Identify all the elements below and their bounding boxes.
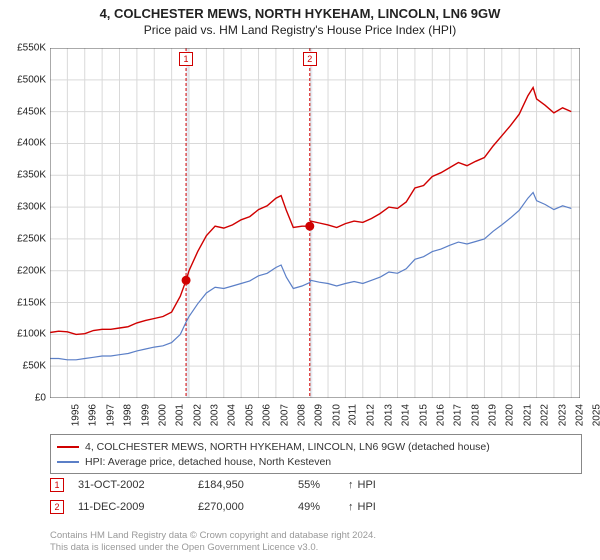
x-tick-label: 2010 <box>331 404 342 426</box>
y-tick-label: £0 <box>35 393 46 404</box>
x-tick-label: 1996 <box>88 404 99 426</box>
sale-marker-box: 2 <box>303 52 317 66</box>
x-tick-label: 1995 <box>70 404 81 426</box>
x-tick-label: 2025 <box>592 404 600 426</box>
x-tick-label: 2018 <box>470 404 481 426</box>
chart-svg <box>50 48 580 398</box>
sale-marker-icon: 2 <box>50 500 64 514</box>
sale-suffix: HPI <box>358 501 376 513</box>
x-tick-label: 2016 <box>435 404 446 426</box>
y-tick-label: £200K <box>17 265 46 276</box>
x-tick-label: 2021 <box>522 404 533 426</box>
sale-price: £270,000 <box>198 501 298 513</box>
x-tick-label: 2007 <box>279 404 290 426</box>
sale-date: 11-DEC-2009 <box>78 501 198 513</box>
x-tick-label: 2001 <box>175 404 186 426</box>
legend-item: HPI: Average price, detached house, Nort… <box>57 454 575 469</box>
chart-title: 4, COLCHESTER MEWS, NORTH HYKEHAM, LINCO… <box>0 0 600 21</box>
chart-plot-area: £0£50K£100K£150K£200K£250K£300K£350K£400… <box>50 48 580 398</box>
x-tick-label: 2020 <box>505 404 516 426</box>
x-tick-label: 2019 <box>487 404 498 426</box>
sale-row: 1 31-OCT-2002 £184,950 55% ↑ HPI <box>50 478 376 492</box>
y-tick-label: £500K <box>17 74 46 85</box>
y-tick-label: £350K <box>17 170 46 181</box>
x-tick-label: 2012 <box>366 404 377 426</box>
x-tick-label: 2006 <box>261 404 272 426</box>
y-tick-label: £450K <box>17 106 46 117</box>
sale-marker-icon: 1 <box>50 478 64 492</box>
y-tick-label: £400K <box>17 138 46 149</box>
legend-label: 4, COLCHESTER MEWS, NORTH HYKEHAM, LINCO… <box>85 441 490 453</box>
sale-price: £184,950 <box>198 479 298 491</box>
y-tick-label: £50K <box>23 361 46 372</box>
x-tick-label: 2004 <box>227 404 238 426</box>
x-tick-label: 2024 <box>574 404 585 426</box>
legend-swatch <box>57 461 79 463</box>
legend: 4, COLCHESTER MEWS, NORTH HYKEHAM, LINCO… <box>50 434 582 474</box>
x-tick-label: 2002 <box>192 404 203 426</box>
x-tick-label: 1998 <box>122 404 133 426</box>
x-tick-label: 1997 <box>105 404 116 426</box>
chart-container: 4, COLCHESTER MEWS, NORTH HYKEHAM, LINCO… <box>0 0 600 560</box>
x-tick-label: 2014 <box>400 404 411 426</box>
credits-line: This data is licensed under the Open Gov… <box>50 542 376 554</box>
sale-marker-box: 1 <box>179 52 193 66</box>
x-tick-label: 2013 <box>383 404 394 426</box>
sale-arrow: ↑ <box>348 479 354 491</box>
y-tick-label: £150K <box>17 297 46 308</box>
x-tick-label: 2015 <box>418 404 429 426</box>
sale-date: 31-OCT-2002 <box>78 479 198 491</box>
y-tick-label: £550K <box>17 43 46 54</box>
sale-pct: 55% <box>298 479 348 491</box>
y-tick-label: £300K <box>17 202 46 213</box>
x-tick-label: 2003 <box>209 404 220 426</box>
sale-pct: 49% <box>298 501 348 513</box>
sale-arrow: ↑ <box>348 501 354 513</box>
y-tick-label: £100K <box>17 329 46 340</box>
legend-item: 4, COLCHESTER MEWS, NORTH HYKEHAM, LINCO… <box>57 439 575 454</box>
legend-swatch <box>57 446 79 448</box>
chart-subtitle: Price paid vs. HM Land Registry's House … <box>0 21 600 37</box>
x-tick-label: 2009 <box>314 404 325 426</box>
legend-label: HPI: Average price, detached house, Nort… <box>85 456 331 468</box>
x-tick-label: 2008 <box>296 404 307 426</box>
x-tick-label: 2000 <box>157 404 168 426</box>
x-tick-label: 2011 <box>348 404 359 426</box>
x-tick-label: 2005 <box>244 404 255 426</box>
y-tick-label: £250K <box>17 233 46 244</box>
credits: Contains HM Land Registry data © Crown c… <box>50 530 376 554</box>
credits-line: Contains HM Land Registry data © Crown c… <box>50 530 376 542</box>
x-tick-label: 1999 <box>140 404 151 426</box>
x-tick-label: 2022 <box>539 404 550 426</box>
sale-suffix: HPI <box>358 479 376 491</box>
x-tick-label: 2023 <box>557 404 568 426</box>
sale-row: 2 11-DEC-2009 £270,000 49% ↑ HPI <box>50 500 376 514</box>
x-tick-label: 2017 <box>453 404 464 426</box>
